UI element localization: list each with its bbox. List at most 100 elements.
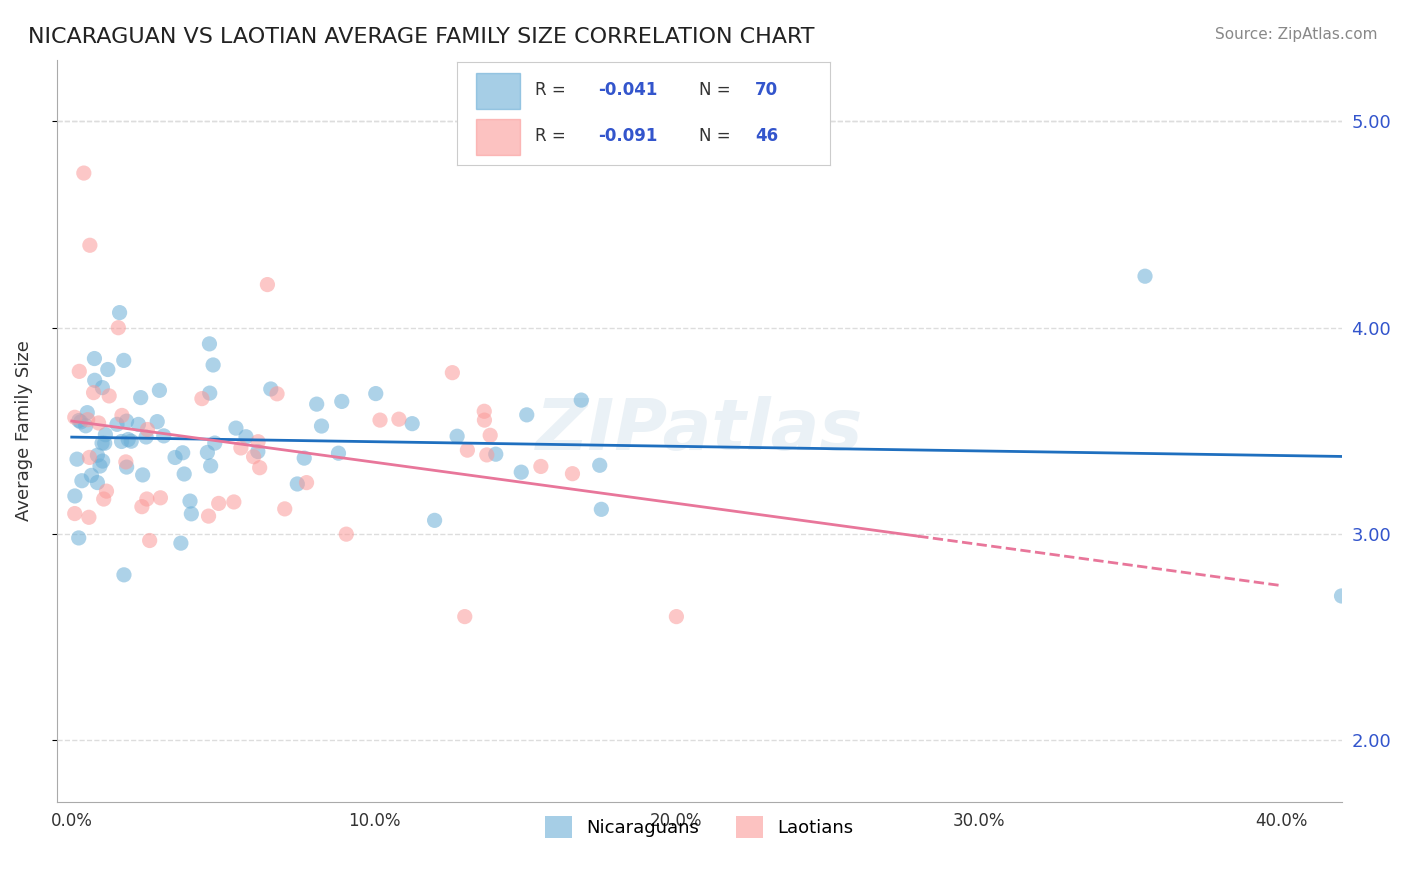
Point xyxy=(131,467,153,482)
Point xyxy=(479,428,502,442)
Point xyxy=(235,430,257,444)
Text: N =: N = xyxy=(699,81,735,99)
Point xyxy=(179,494,201,508)
Point xyxy=(108,305,131,319)
Point xyxy=(87,416,110,430)
Point xyxy=(388,412,411,426)
Point xyxy=(200,458,222,473)
Point xyxy=(91,381,114,395)
Point xyxy=(86,475,108,490)
Text: -0.091: -0.091 xyxy=(599,128,658,145)
Point xyxy=(475,448,498,462)
Point xyxy=(107,320,129,334)
Point xyxy=(94,427,117,442)
Point xyxy=(589,458,612,473)
Point xyxy=(222,495,245,509)
Point xyxy=(70,474,93,488)
Point xyxy=(131,500,153,514)
Point xyxy=(191,392,214,406)
Point xyxy=(295,475,318,490)
Text: R =: R = xyxy=(536,81,571,99)
Point xyxy=(110,434,132,449)
Point xyxy=(83,385,105,400)
Point xyxy=(105,417,128,432)
Point xyxy=(242,450,264,464)
Point xyxy=(561,467,583,481)
Point xyxy=(115,414,138,428)
Point xyxy=(225,421,247,435)
Bar xyxy=(475,73,520,109)
Point xyxy=(129,391,152,405)
Point xyxy=(441,366,464,380)
Point xyxy=(76,406,98,420)
Point xyxy=(63,489,86,503)
Point xyxy=(197,445,219,459)
Point xyxy=(115,460,138,475)
Text: -0.041: -0.041 xyxy=(599,81,658,99)
Point xyxy=(401,417,423,431)
Point xyxy=(136,423,159,437)
Point xyxy=(472,404,495,418)
Legend: Nicaraguans, Laotians: Nicaraguans, Laotians xyxy=(537,809,860,846)
Point xyxy=(328,446,350,460)
Point xyxy=(67,531,90,545)
Point xyxy=(93,491,115,506)
Point xyxy=(1330,589,1353,603)
Point xyxy=(285,477,308,491)
Point xyxy=(96,484,118,499)
Point xyxy=(591,502,613,516)
Point xyxy=(204,436,226,450)
Point xyxy=(485,447,508,461)
Point xyxy=(569,393,592,408)
Point xyxy=(330,394,353,409)
Text: ZIPatlas: ZIPatlas xyxy=(536,396,863,466)
Point xyxy=(79,450,101,465)
Point xyxy=(152,429,174,443)
Point xyxy=(75,418,97,433)
Bar xyxy=(475,119,520,155)
Point xyxy=(335,527,357,541)
Point xyxy=(516,408,538,422)
Point xyxy=(364,386,387,401)
Point xyxy=(83,351,105,366)
Point xyxy=(80,468,103,483)
Point xyxy=(66,452,89,467)
Point xyxy=(115,455,138,469)
Point xyxy=(111,409,134,423)
Text: NICARAGUAN VS LAOTIAN AVERAGE FAMILY SIZE CORRELATION CHART: NICARAGUAN VS LAOTIAN AVERAGE FAMILY SIZ… xyxy=(28,27,814,46)
Point xyxy=(202,358,225,372)
Point xyxy=(446,429,468,443)
Point xyxy=(172,446,194,460)
Point xyxy=(256,277,278,292)
Point xyxy=(89,458,111,473)
Point xyxy=(86,448,108,462)
Y-axis label: Average Family Size: Average Family Size xyxy=(15,341,32,521)
Point xyxy=(67,413,90,427)
Point xyxy=(63,410,86,425)
Text: 46: 46 xyxy=(755,128,778,145)
Point xyxy=(79,238,101,252)
Point xyxy=(98,389,121,403)
Point xyxy=(149,491,172,505)
Point xyxy=(274,501,297,516)
Point xyxy=(76,412,98,426)
Point xyxy=(135,430,157,444)
Point xyxy=(665,609,688,624)
Point xyxy=(510,465,533,479)
Text: N =: N = xyxy=(699,128,735,145)
Point xyxy=(305,397,328,411)
Point xyxy=(198,386,221,401)
Point xyxy=(112,567,135,582)
Point xyxy=(83,373,105,387)
Point xyxy=(368,413,391,427)
Point xyxy=(1133,269,1156,284)
Point xyxy=(197,509,219,524)
Point xyxy=(173,467,195,481)
Point xyxy=(423,513,446,527)
Point xyxy=(456,443,478,458)
Point xyxy=(170,536,193,550)
Point xyxy=(249,460,271,475)
Point xyxy=(67,364,90,378)
Point xyxy=(229,441,252,455)
Point xyxy=(91,436,114,450)
